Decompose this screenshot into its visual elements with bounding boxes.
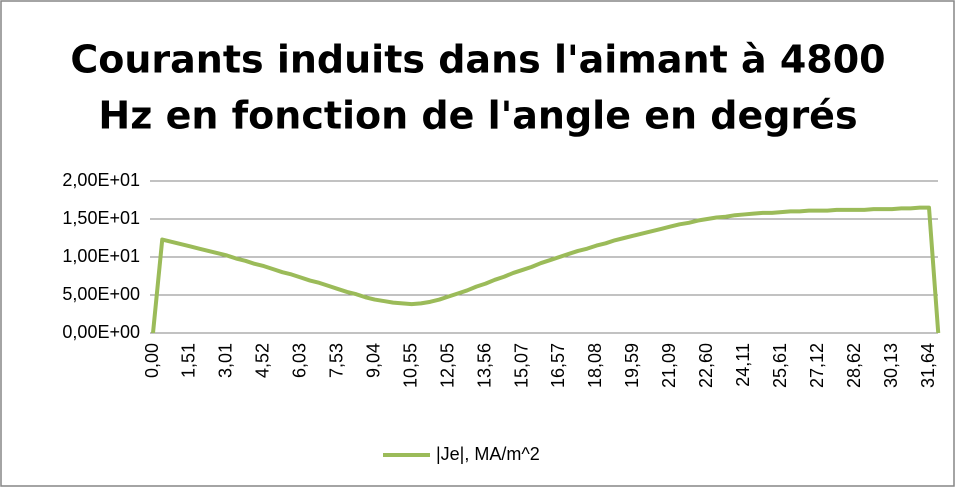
- x-tick-label: 3,01: [216, 343, 236, 378]
- x-tick-label: 7,53: [327, 343, 347, 378]
- y-tick-label: 0,00E+00: [62, 322, 140, 342]
- x-tick-label: 27,12: [807, 343, 827, 388]
- chart-title: Courants induits dans l'aimant à 4800: [70, 38, 885, 82]
- x-tick-label: 24,11: [733, 343, 753, 387]
- line-series: [151, 205, 941, 334]
- y-tick-label: 2,00E+01: [62, 170, 140, 190]
- x-tick-label: 22,60: [696, 343, 716, 388]
- x-tick-label: 4,52: [253, 343, 273, 378]
- x-tick-label: 6,03: [290, 343, 310, 378]
- y-tick-label: 1,50E+01: [62, 208, 140, 228]
- x-tick-label: 30,13: [881, 343, 901, 388]
- y-tick-label: 1,00E+01: [62, 246, 140, 266]
- chart-title: Hz en fonction de l'angle en degrés: [98, 94, 857, 138]
- x-tick-label: 25,61: [770, 343, 790, 388]
- x-tick-label: 16,57: [548, 343, 568, 388]
- x-tick-label: 15,07: [511, 343, 531, 388]
- x-tick-label: 10,55: [400, 343, 420, 388]
- x-tick-label: 12,05: [437, 343, 457, 388]
- y-tick-label: 5,00E+00: [62, 284, 140, 304]
- x-tick-label: 28,62: [844, 343, 864, 388]
- x-tick-label: 31,64: [918, 343, 938, 388]
- x-tick-label: 21,09: [659, 343, 679, 388]
- x-tick-label: 18,08: [585, 343, 605, 388]
- legend-label: |Je|, MA/m^2: [436, 444, 540, 464]
- x-tick-label: 19,59: [622, 343, 642, 388]
- x-tick-label: 0,00: [142, 343, 162, 378]
- x-tick-label: 9,04: [363, 343, 383, 378]
- x-tick-label: 13,56: [474, 343, 494, 388]
- x-tick-label: 1,51: [179, 343, 199, 378]
